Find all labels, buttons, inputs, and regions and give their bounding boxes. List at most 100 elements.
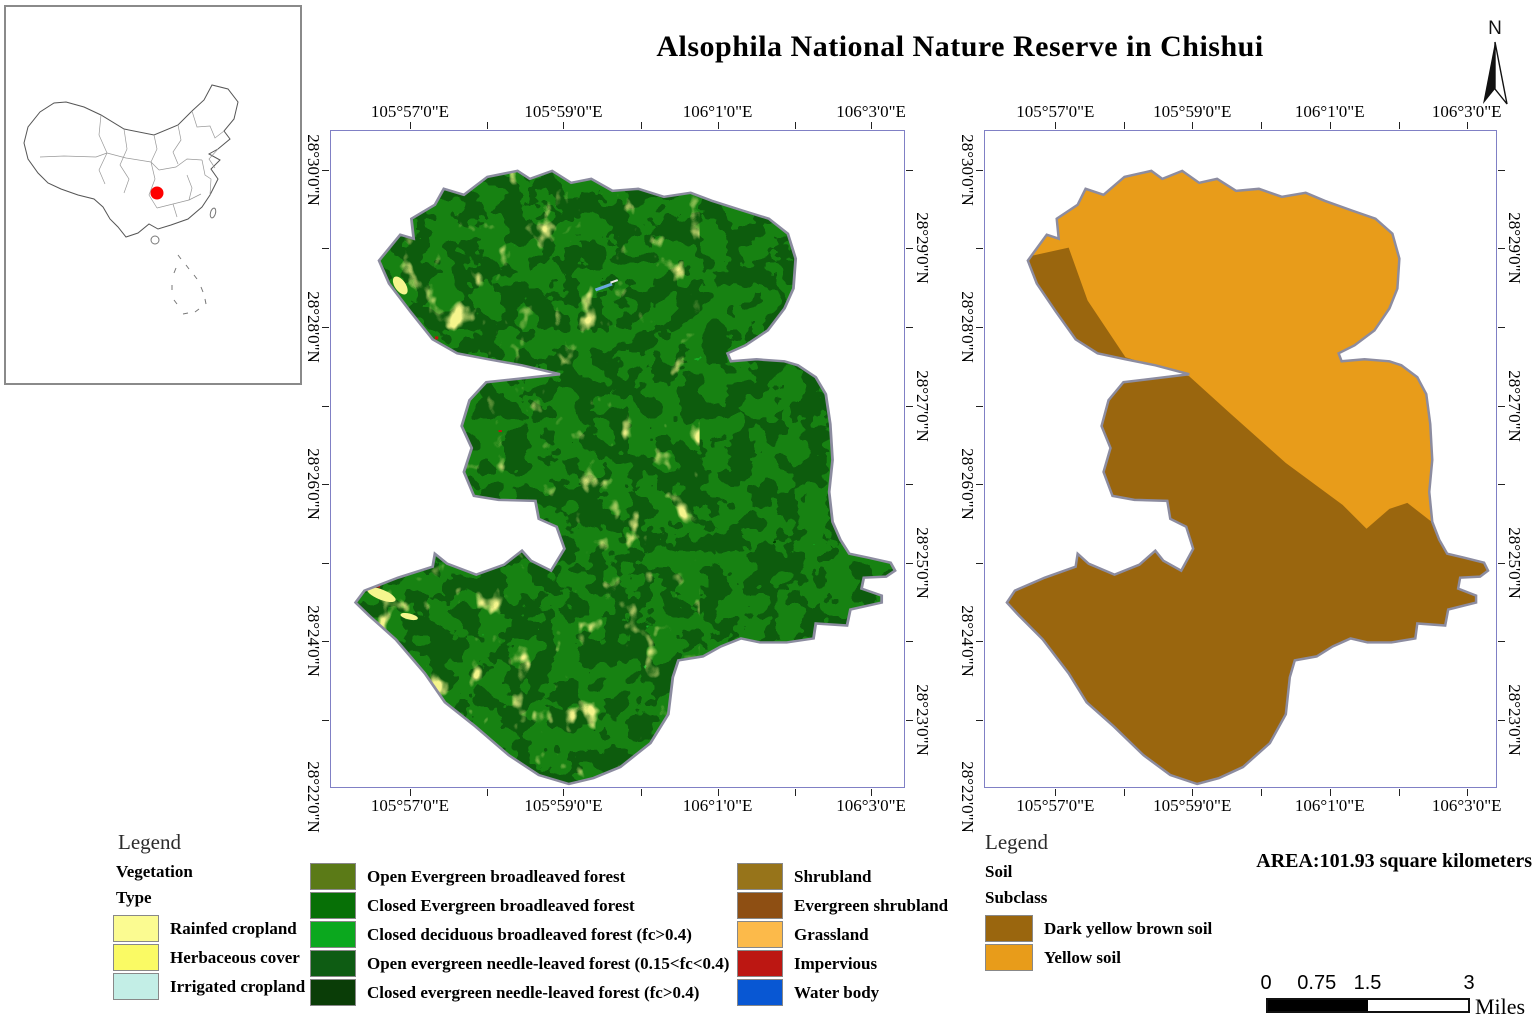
axis-label: 28°24'0"N bbox=[304, 605, 323, 678]
legend-item: Evergreen shrubland bbox=[737, 892, 949, 919]
legend-item: Water body bbox=[737, 979, 948, 1006]
axis-label: 105°57'0"E bbox=[370, 796, 450, 815]
legend-label: Impervious bbox=[794, 953, 878, 973]
axis-label: 28°23'0"N bbox=[1505, 683, 1524, 756]
soil-top-axis: 105°57'0"E 105°59'0"E 106°1'0"E 106°3'0"… bbox=[984, 102, 1501, 124]
axis-label: 28°23'0"N bbox=[913, 683, 932, 756]
scale-number: 3 bbox=[1463, 972, 1475, 994]
vegetation-map-panel: 105°57'0"E 105°59'0"E 106°1'0"E 106°3'0"… bbox=[304, 102, 932, 833]
tick-marks bbox=[984, 122, 1497, 129]
tick-marks bbox=[322, 130, 329, 788]
veg-bottom-axis: 105°57'0"E 105°59'0"E 106°1'0"E 106°3'0"… bbox=[330, 796, 906, 818]
axis-label: 105°59'0"E bbox=[524, 102, 603, 121]
vegetation-legend-column-3: Shrubland Evergreen shrubland Grassland … bbox=[737, 863, 949, 1006]
legend-item: Dark yellow brown soil bbox=[985, 915, 1213, 942]
legend-swatch bbox=[737, 950, 783, 977]
vegetation-map-frame bbox=[330, 130, 905, 788]
soil-map-frame bbox=[984, 130, 1497, 788]
scale-number: 0 bbox=[1260, 972, 1272, 994]
tick-marks bbox=[976, 130, 983, 788]
veg-left-axis: 28°30'0"N 28°28'0"N 28°26'0"N 28°24'0"N … bbox=[301, 130, 325, 833]
legend-swatch bbox=[985, 915, 1033, 942]
north-arrow-right-blade bbox=[1494, 41, 1508, 105]
axis-label: 28°24'0"N bbox=[958, 605, 977, 678]
scale-number: 0.75 bbox=[1297, 972, 1337, 994]
legend-item: Yellow soil bbox=[985, 944, 1212, 971]
legend-item: Irrigated cropland bbox=[113, 973, 306, 1000]
north-arrow: N bbox=[1475, 18, 1515, 110]
legend-item: Open evergreen needle-leaved forest (0.1… bbox=[310, 950, 730, 977]
legend-label: Yellow soil bbox=[1044, 947, 1121, 967]
axis-label: 28°29'0"N bbox=[1505, 212, 1524, 284]
axis-label: 105°57'0"E bbox=[1016, 102, 1095, 121]
legend-label: Closed Evergreen broadleaved forest bbox=[367, 895, 635, 915]
legend-label: Open Evergreen broadleaved forest bbox=[367, 866, 626, 886]
figure-title: Alsophila National Nature Reserve in Chi… bbox=[656, 30, 1264, 63]
veg-right-axis: 28°29'0"N 28°27'0"N 28°25'0"N 28°23'0"N bbox=[910, 130, 934, 788]
axis-label: 106°1'0"E bbox=[682, 102, 753, 121]
legend-label: Dark yellow brown soil bbox=[1044, 918, 1213, 938]
vegetation-legend-heading: Type bbox=[116, 888, 152, 907]
vegetation-legend-column-2: Open Evergreen broadleaved forest Closed… bbox=[310, 863, 730, 1006]
legend-swatch bbox=[737, 921, 783, 948]
veg-top-axis: 105°57'0"E 105°59'0"E 106°1'0"E 106°3'0"… bbox=[330, 102, 906, 124]
legend-swatch bbox=[310, 950, 356, 977]
legend-item: Grassland bbox=[737, 921, 948, 948]
legend-swatch bbox=[310, 979, 356, 1006]
tick-marks bbox=[906, 130, 913, 788]
axis-label: 105°59'0"E bbox=[1153, 796, 1232, 815]
axis-label: 28°22'0"N bbox=[958, 761, 977, 833]
legend-label: Shrubland bbox=[794, 866, 872, 886]
legend-label: Irrigated cropland bbox=[170, 976, 306, 996]
island-chain bbox=[150, 207, 217, 315]
vegetation-legend-heading: Vegetation bbox=[116, 862, 193, 881]
axis-label: 28°29'0"N bbox=[913, 212, 932, 284]
legend-swatch bbox=[310, 892, 356, 919]
vegetation-legend-column-1: Rainfed cropland Herbaceous cover Irriga… bbox=[113, 915, 306, 1000]
axis-label: 105°57'0"E bbox=[1016, 796, 1095, 815]
legend-label: Closed deciduous broadleaved forest (fc>… bbox=[367, 924, 692, 944]
axis-label: 105°59'0"E bbox=[1153, 102, 1232, 121]
legend-swatch bbox=[310, 863, 356, 890]
legend-swatch bbox=[113, 944, 159, 971]
legend-label: Closed evergreen needle-leaved forest (f… bbox=[367, 982, 700, 1002]
scale-bar-graphic bbox=[1266, 998, 1470, 1013]
vegetation-legend-title: Legend bbox=[118, 830, 181, 854]
tick-marks bbox=[330, 789, 905, 796]
reserve-locator-dot bbox=[150, 186, 164, 200]
axis-label: 28°25'0"N bbox=[913, 526, 932, 599]
scale-number: 1.5 bbox=[1353, 972, 1382, 994]
legend-swatch bbox=[985, 944, 1033, 971]
tick-marks bbox=[330, 122, 905, 129]
axis-label: 105°59'0"E bbox=[524, 796, 603, 815]
province-boundaries bbox=[39, 110, 225, 218]
axis-label: 28°30'0"N bbox=[958, 134, 977, 206]
legend-swatch bbox=[113, 973, 159, 1000]
soil-legend-heading: Subclass bbox=[985, 888, 1048, 907]
legend-item: Closed Evergreen broadleaved forest bbox=[310, 892, 729, 919]
axis-label: 28°26'0"N bbox=[958, 448, 977, 520]
legend-item: Herbaceous cover bbox=[113, 944, 305, 971]
legend-item: Rainfed cropland bbox=[113, 915, 305, 942]
soil-map-panel: 105°57'0"E 105°59'0"E 106°1'0"E 106°3'0"… bbox=[958, 102, 1524, 833]
legend-label: Evergreen shrubland bbox=[794, 895, 949, 915]
soil-bottom-axis: 105°57'0"E 105°59'0"E 106°1'0"E 106°3'0"… bbox=[984, 796, 1501, 818]
axis-label: 105°57'0"E bbox=[370, 102, 450, 121]
axis-label: 106°3'0"E bbox=[836, 796, 906, 815]
axis-label: 28°27'0"N bbox=[913, 369, 932, 442]
legend-label: Open evergreen needle-leaved forest (0.1… bbox=[367, 953, 730, 973]
axis-label: 106°3'0"E bbox=[1431, 102, 1502, 121]
axis-label: 106°3'0"E bbox=[1431, 796, 1502, 815]
legend-label: Grassland bbox=[794, 924, 869, 944]
axis-label: 28°22'0"N bbox=[304, 761, 323, 833]
axis-label: 106°3'0"E bbox=[836, 102, 906, 121]
soil-legend-column: Dark yellow brown soil Yellow soil bbox=[985, 915, 1213, 971]
area-statement: AREA:101.93 square kilometers bbox=[1256, 850, 1532, 872]
legend-swatch bbox=[737, 863, 783, 890]
legend-label: Water body bbox=[794, 982, 880, 1002]
axis-label: 28°27'0"N bbox=[1505, 369, 1524, 442]
legend-label: Rainfed cropland bbox=[170, 918, 297, 938]
china-inset-map bbox=[4, 5, 302, 385]
legend-item: Closed deciduous broadleaved forest (fc>… bbox=[310, 921, 729, 948]
